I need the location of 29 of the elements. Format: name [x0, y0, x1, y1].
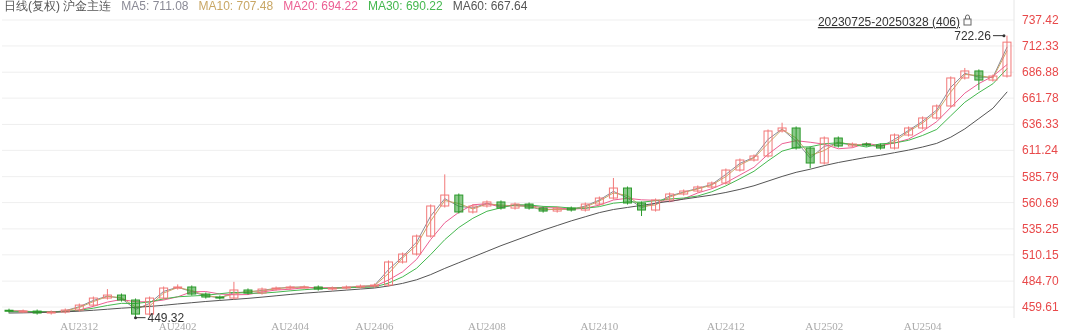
y-tick-label: 459.61: [1022, 300, 1060, 315]
annotation: 20230725-20250328 (406): [817, 15, 960, 29]
x-tick-label: AU2408: [467, 320, 507, 332]
text: MA10: 707.48: [198, 0, 274, 13]
annotation: 722.26: [954, 28, 992, 43]
y-tick-label: 510.15: [1022, 247, 1060, 262]
y-tick-label: 585.79: [1022, 169, 1060, 184]
y-tick-label: 661.78: [1022, 91, 1060, 106]
y-tick-label: 611.24: [1022, 143, 1059, 158]
x-tick-label: AU2412: [706, 320, 745, 332]
x-tick-label: AU2504: [903, 320, 943, 332]
text: MA60: 667.64: [452, 0, 528, 13]
y-tick-label: 560.69: [1022, 195, 1060, 210]
text: MA30: 690.22: [367, 0, 443, 13]
x-tick-label: AU2404: [271, 320, 310, 332]
y-tick-label: 535.25: [1022, 221, 1060, 236]
y-tick-label: 484.70: [1022, 274, 1060, 289]
text: MA5: 711.08: [121, 0, 189, 13]
y-tick-label: 737.42: [1022, 13, 1060, 27]
y-tick-label: 686.88: [1022, 65, 1060, 80]
chart-title: 日线(复权) 沪金主连: [4, 0, 112, 13]
x-tick-label: AU2406: [355, 320, 394, 332]
y-tick-label: 712.33: [1022, 38, 1060, 53]
y-tick-label: 636.33: [1022, 117, 1060, 132]
x-tick-label: AU2312: [60, 320, 99, 332]
x-tick-label: AU2410: [580, 320, 619, 332]
text: MA20: 694.22: [283, 0, 359, 13]
x-tick-label: AU2402: [158, 320, 197, 332]
x-tick-label: AU2502: [805, 320, 844, 332]
